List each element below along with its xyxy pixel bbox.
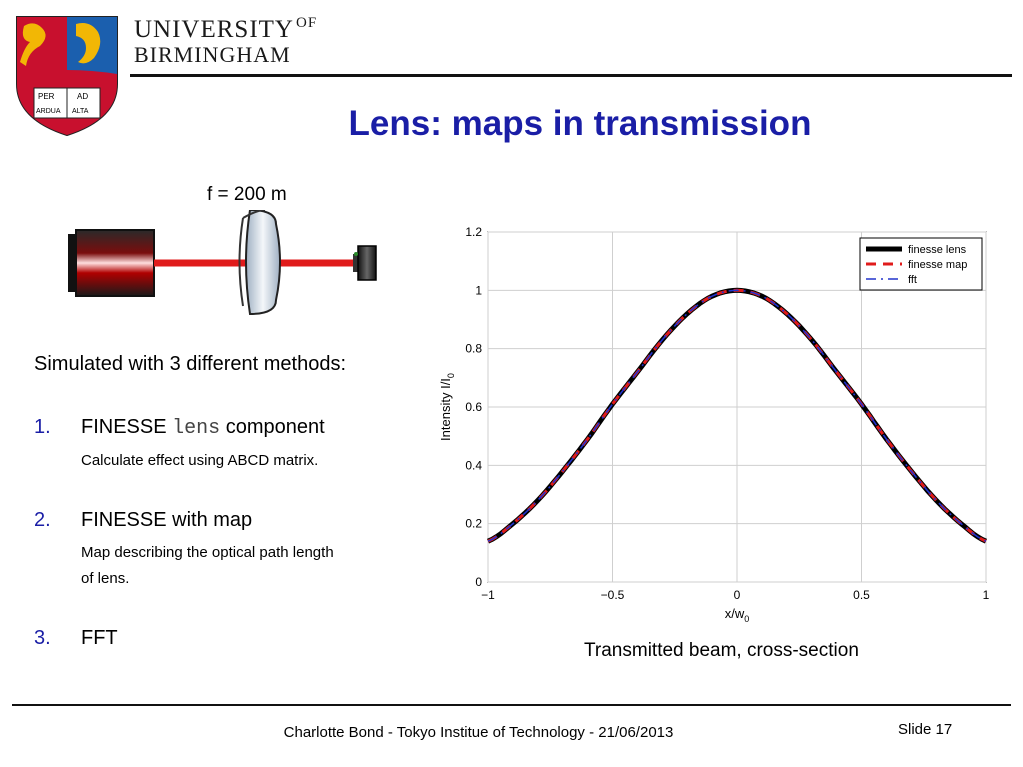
chart-legend: finesse lens finesse map fft <box>859 237 983 291</box>
legend-label: finesse lens <box>908 244 967 256</box>
slide-title: Lens: maps in transmission <box>348 104 812 143</box>
legend-label: fft <box>908 274 917 286</box>
lens-icon <box>238 210 281 316</box>
footer-text: Charlotte Bond - Tokyo Institue of Techn… <box>283 724 674 741</box>
svg-text:AD: AD <box>77 92 88 101</box>
university-crest-logo: PER AD ARDUA ALTA <box>16 16 118 137</box>
chart-ticks: −1 −0.5 0 0.5 1 0 0.2 0.4 0.6 0.8 1 1.2 <box>465 225 989 602</box>
slide-number: Slide 17 <box>898 721 953 738</box>
focal-length-label: f = 200 m <box>207 184 287 205</box>
y-tick-label: 0.6 <box>465 400 482 414</box>
x-tick-label: 1 <box>983 588 990 602</box>
item-1-prefix: FINESSE <box>81 416 167 438</box>
y-tick-label: 0 <box>475 575 482 589</box>
item-1-detail: Calculate effect using ABCD matrix. <box>81 452 319 469</box>
mermaid-icon <box>76 23 101 64</box>
svg-text:ARDUA: ARDUA <box>36 108 61 115</box>
svg-text:ALTA: ALTA <box>72 108 89 115</box>
item-1-label: FINESSE lens component <box>81 416 325 440</box>
y-tick-label: 0.2 <box>465 517 482 531</box>
legend-label: finesse map <box>908 259 967 271</box>
chart-caption: Transmitted beam, cross-section <box>584 640 859 661</box>
university-name-line2: BIRMINGHAM <box>134 42 291 67</box>
x-tick-label: 0 <box>734 588 741 602</box>
x-tick-label: 0.5 <box>853 588 870 602</box>
methods-intro: Simulated with 3 different methods: <box>34 353 347 375</box>
header-divider <box>130 74 1012 77</box>
y-tick-label: 0.8 <box>465 342 482 356</box>
footer-divider <box>12 704 1011 706</box>
lens-setup-diagram <box>68 210 377 316</box>
x-axis-label: x/w0 <box>725 606 750 624</box>
laser-source-icon <box>68 229 155 297</box>
item-1-number: 1. <box>34 416 51 438</box>
item-2-detail-line2: of lens. <box>81 570 130 587</box>
university-name-line1: UNIVERSITY OF <box>134 15 318 43</box>
y-tick-label: 1 <box>475 283 482 297</box>
item-2-detail-line1: Map describing the optical path length <box>81 544 334 561</box>
intensity-chart: −1 −0.5 0 0.5 1 0 0.2 0.4 0.6 0.8 1 1.2 finesse len… <box>438 225 990 624</box>
item-3-number: 3. <box>34 627 51 649</box>
series-line-fft <box>487 289 987 542</box>
y-axis-label: Intensity I/I0 <box>438 373 456 441</box>
photodetector-icon <box>353 245 377 281</box>
y-tick-label: 1.2 <box>465 225 482 239</box>
item-1-code: lens <box>172 417 221 440</box>
item-1-suffix: component <box>225 416 325 438</box>
lion-icon <box>20 23 46 66</box>
item-3-label: FFT <box>81 627 118 649</box>
item-2-label: FINESSE with map <box>81 509 253 531</box>
x-tick-label: −0.5 <box>601 588 625 602</box>
svg-text:PER: PER <box>38 92 55 101</box>
x-tick-label: −1 <box>481 588 495 602</box>
y-tick-label: 0.4 <box>465 458 482 472</box>
item-2-number: 2. <box>34 509 51 531</box>
chart-lines <box>486 287 988 544</box>
university-name-of: OF <box>296 15 318 31</box>
